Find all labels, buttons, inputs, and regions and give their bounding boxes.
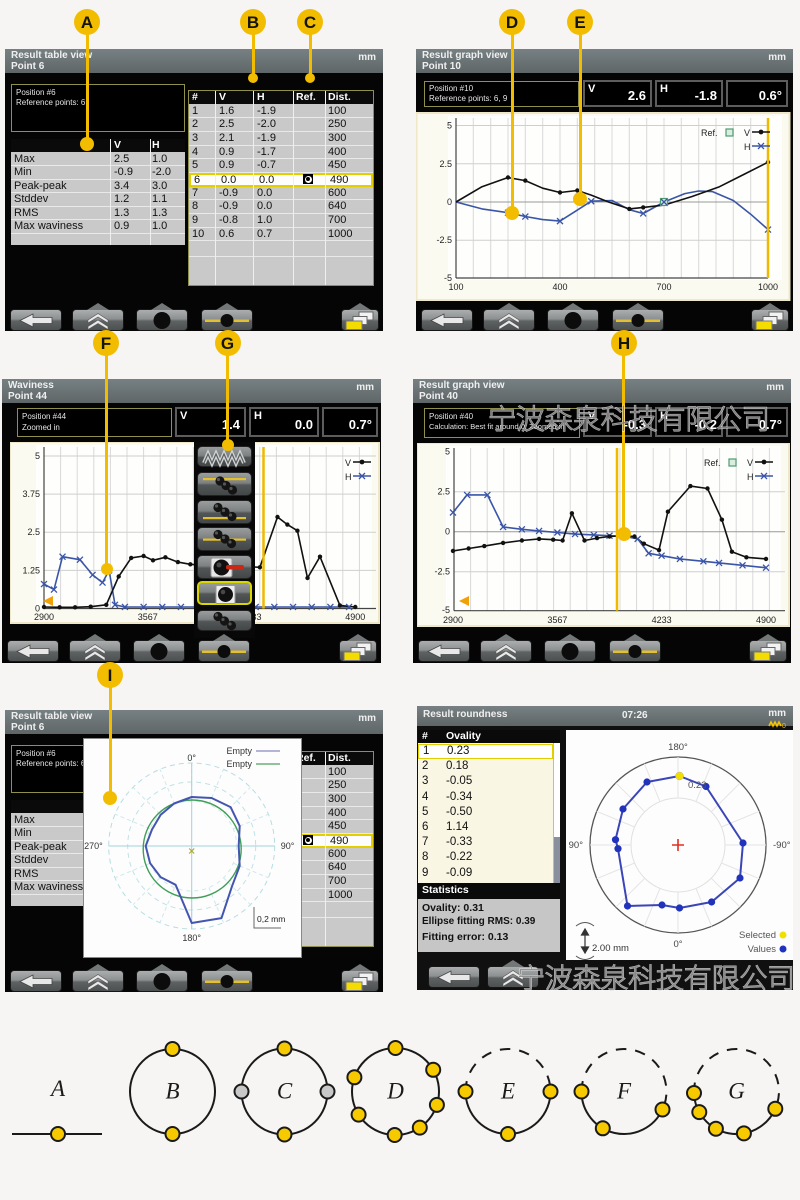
svg-text:3567: 3567: [138, 612, 158, 622]
svg-text:1.25: 1.25: [22, 565, 40, 575]
svg-text:E: E: [500, 1079, 515, 1104]
svg-text:2.5: 2.5: [439, 159, 452, 169]
svg-text:0: 0: [35, 604, 40, 614]
svg-text:90°: 90°: [569, 840, 584, 851]
svg-text:Selected: Selected: [739, 930, 776, 941]
svg-text:-90°: -90°: [773, 840, 791, 851]
svg-text:2.5: 2.5: [437, 487, 450, 497]
svg-text:G: G: [728, 1079, 745, 1104]
svg-text:0: 0: [445, 527, 450, 537]
svg-text:C: C: [277, 1079, 293, 1104]
svg-text:2.00 mm: 2.00 mm: [592, 943, 629, 954]
svg-text:H: H: [345, 472, 352, 482]
svg-text:Empty: Empty: [226, 746, 252, 756]
svg-text:Empty: Empty: [226, 759, 252, 769]
svg-text:Ref.: Ref.: [701, 128, 718, 138]
svg-text:V: V: [744, 128, 750, 138]
svg-text:0°: 0°: [187, 753, 196, 763]
svg-text:2900: 2900: [443, 615, 463, 625]
svg-text:700: 700: [656, 282, 671, 292]
svg-text:B: B: [165, 1079, 179, 1104]
svg-text:1000: 1000: [758, 282, 778, 292]
svg-text:-5: -5: [444, 273, 452, 283]
svg-text:5: 5: [35, 451, 40, 461]
svg-text:400: 400: [552, 282, 567, 292]
svg-text:3.75: 3.75: [22, 489, 40, 499]
svg-text:2900: 2900: [34, 612, 54, 622]
svg-text:-5: -5: [442, 605, 450, 615]
svg-text:F: F: [616, 1079, 632, 1104]
svg-text:V: V: [345, 458, 351, 468]
svg-text:100: 100: [448, 282, 463, 292]
svg-text:H: H: [744, 142, 751, 152]
svg-text:4900: 4900: [756, 615, 776, 625]
svg-text:2.5: 2.5: [27, 527, 40, 537]
svg-text:0: 0: [782, 723, 786, 729]
svg-text:180°: 180°: [668, 742, 688, 753]
svg-text:3567: 3567: [547, 615, 567, 625]
svg-text:0.23: 0.23: [688, 780, 707, 791]
svg-text:5: 5: [447, 121, 452, 131]
svg-text:90°: 90°: [281, 841, 295, 851]
svg-text:270°: 270°: [84, 841, 103, 851]
svg-text:Ref.: Ref.: [704, 458, 721, 468]
svg-text:0: 0: [447, 197, 452, 207]
svg-text:180°: 180°: [182, 933, 201, 943]
svg-text:Values: Values: [748, 944, 777, 955]
svg-text:-2.5: -2.5: [434, 567, 450, 577]
svg-text:0°: 0°: [673, 939, 682, 950]
svg-text:D: D: [386, 1079, 404, 1104]
svg-text:5: 5: [445, 447, 450, 457]
svg-text:4233: 4233: [652, 615, 672, 625]
svg-text:H: H: [747, 472, 754, 482]
svg-text:4900: 4900: [345, 612, 365, 622]
svg-text:A: A: [49, 1076, 66, 1101]
svg-text:0,2 mm: 0,2 mm: [257, 914, 285, 924]
svg-text:V: V: [747, 458, 753, 468]
svg-text:-2.5: -2.5: [436, 235, 452, 245]
